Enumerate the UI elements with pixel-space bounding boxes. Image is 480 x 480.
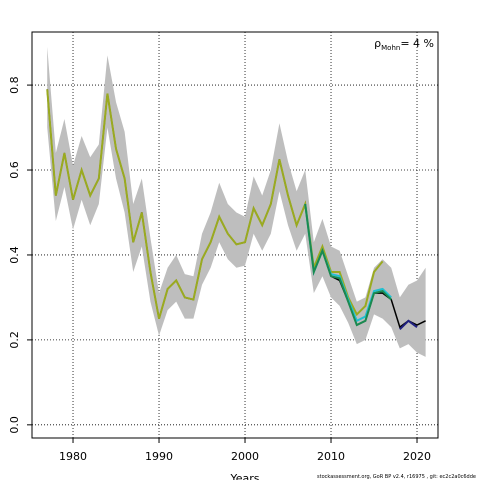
annotation-subscript: Mohn bbox=[381, 44, 400, 52]
annotation-text: = 4 % bbox=[400, 37, 434, 50]
y-tick-label: 0.0 bbox=[8, 416, 21, 434]
x-tick-label: 1980 bbox=[59, 450, 87, 463]
x-tick-label: 2020 bbox=[403, 450, 431, 463]
plot-frame bbox=[31, 31, 439, 439]
x-axis-label: Years bbox=[229, 472, 259, 480]
footer: stockassessment.org, GoR BP v2.4, r16975… bbox=[317, 474, 476, 480]
y-tick-label: 0.6 bbox=[8, 161, 21, 179]
series-line bbox=[399, 319, 418, 330]
series-line bbox=[304, 203, 392, 327]
x-tick-label: 1990 bbox=[145, 450, 173, 463]
x-tick-label: 2010 bbox=[317, 450, 345, 463]
annotation: ρMohn= 4 % bbox=[374, 37, 434, 52]
annotation-symbol: ρ bbox=[374, 37, 381, 50]
y-tick-label: 0.4 bbox=[8, 246, 21, 264]
y-tick-label: 0.8 bbox=[8, 76, 21, 94]
series-line bbox=[46, 89, 384, 319]
confidence-band bbox=[47, 46, 426, 357]
x-tick-label: 2000 bbox=[231, 450, 259, 463]
y-tick-label: 0.2 bbox=[8, 331, 21, 349]
